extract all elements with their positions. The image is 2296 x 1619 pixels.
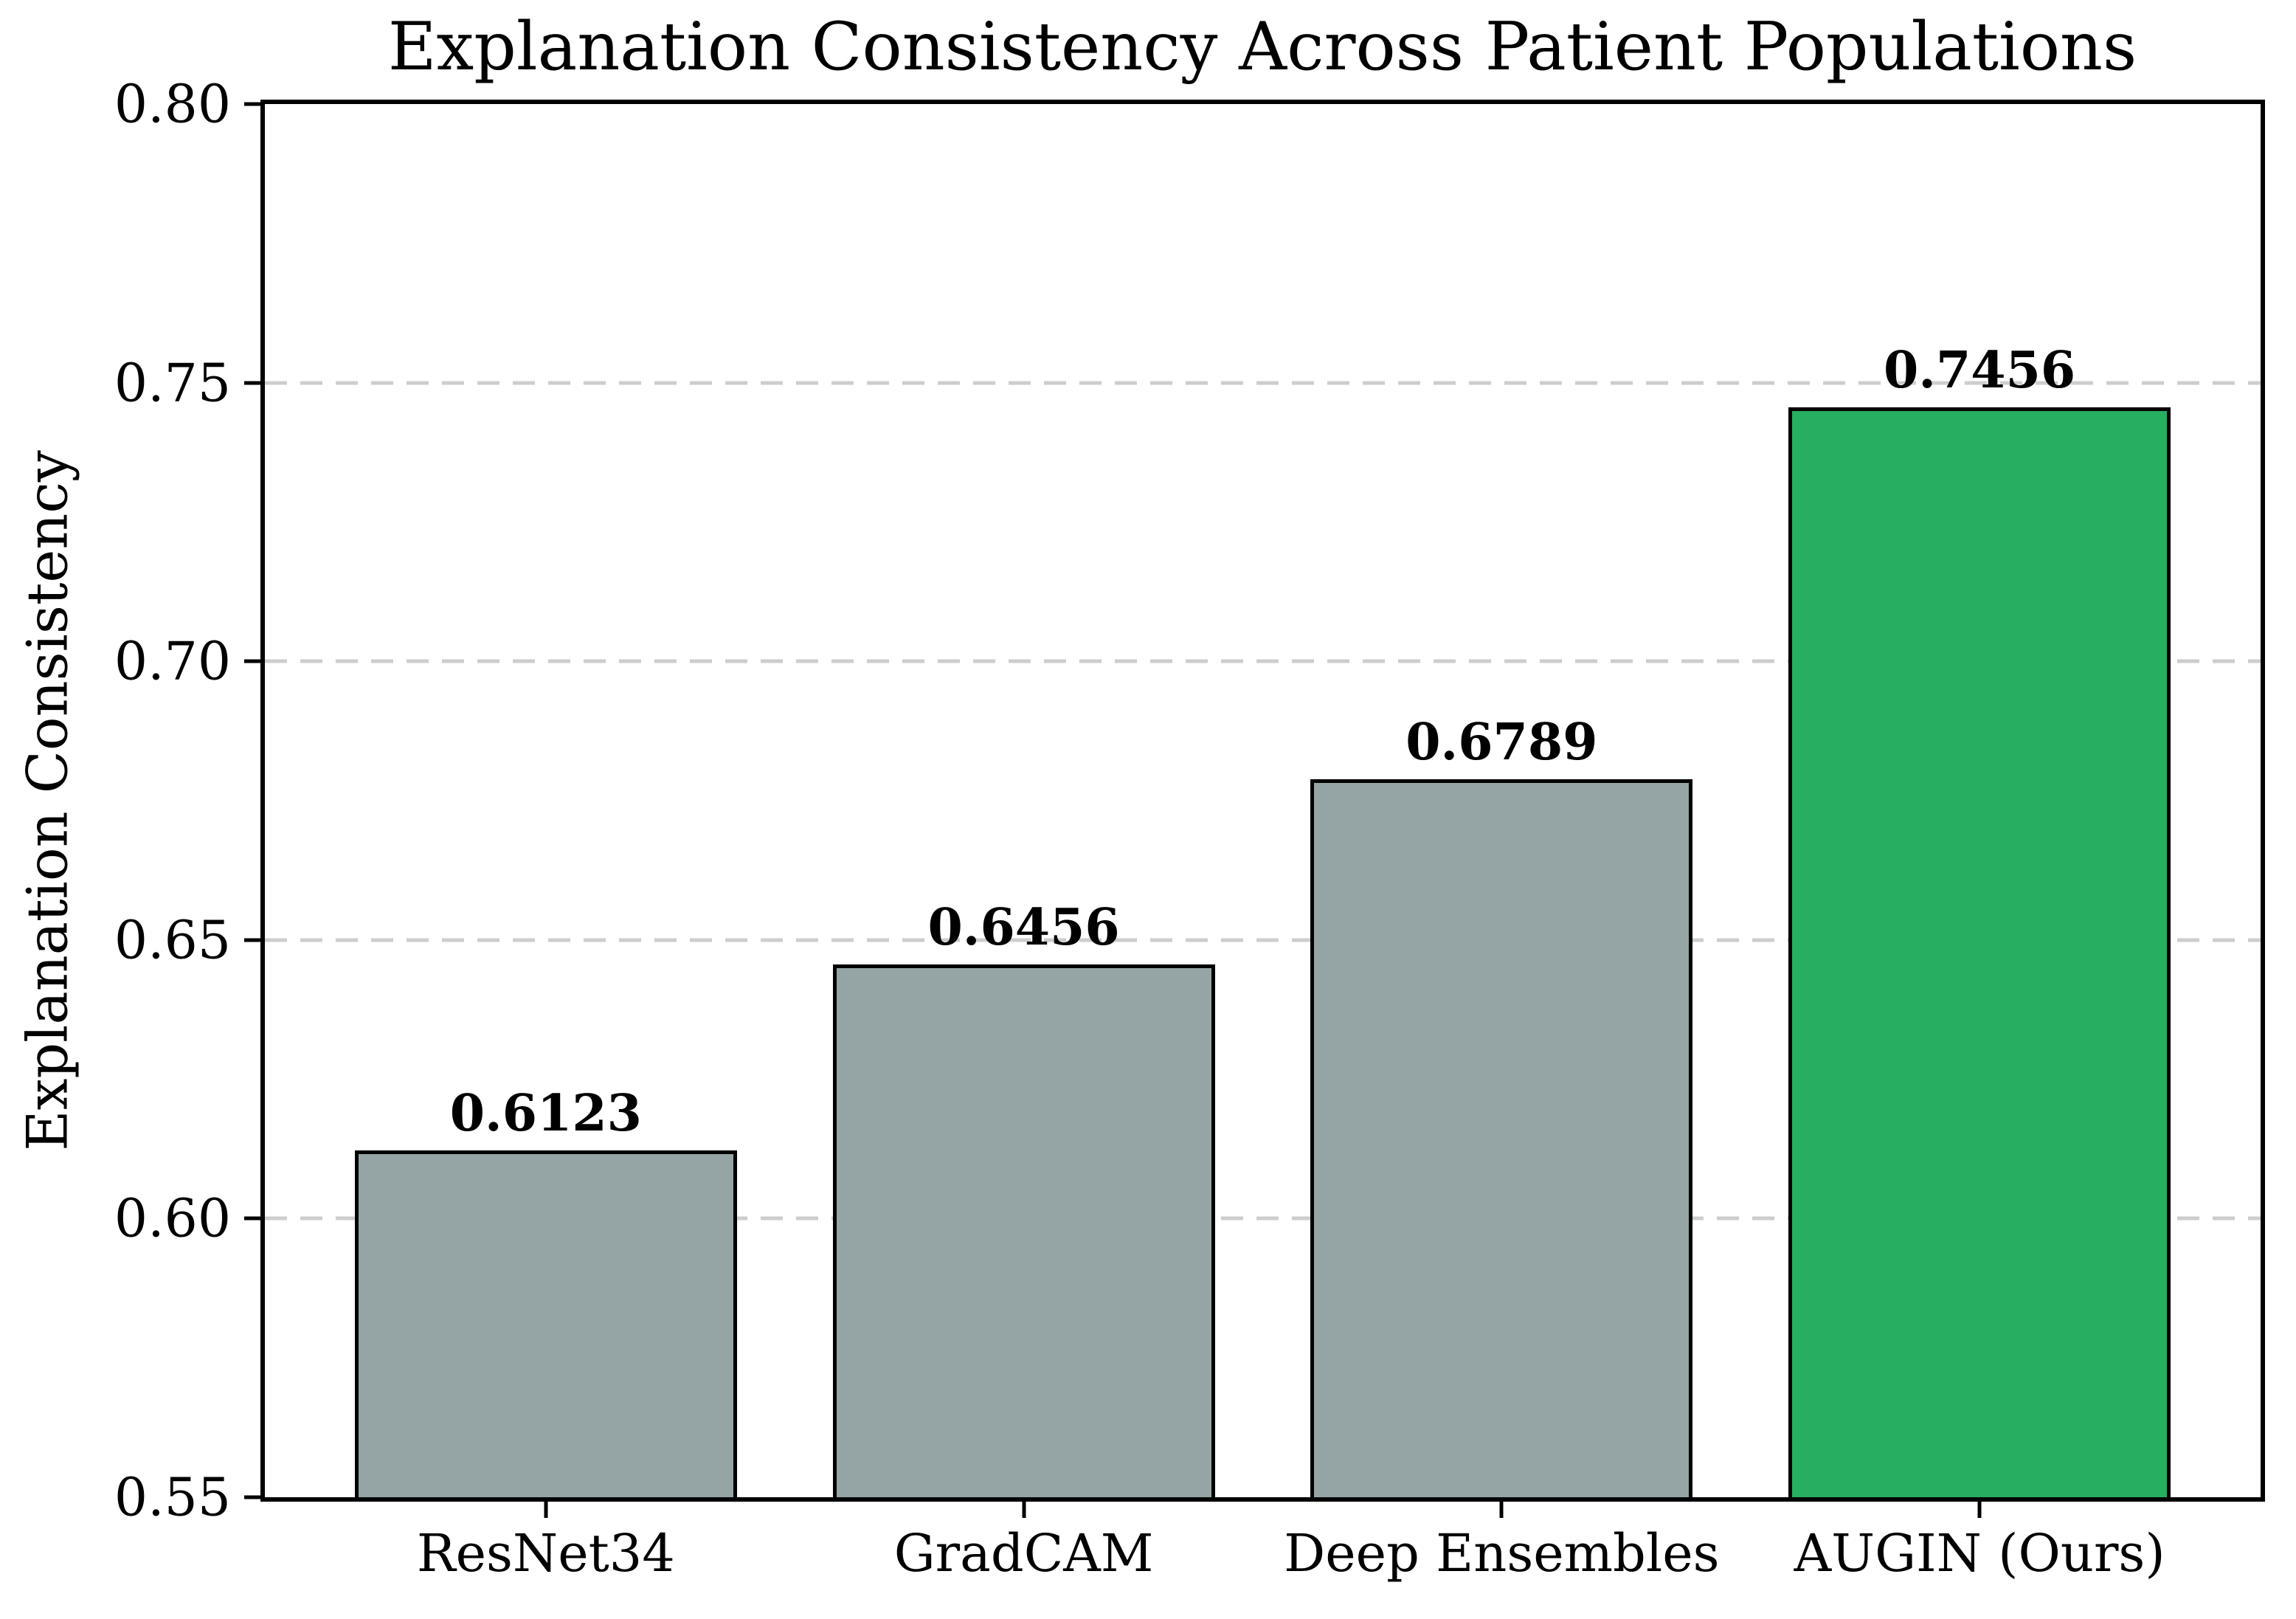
bar-group: 0.6789 bbox=[1310, 104, 1693, 1497]
x-tick-mark bbox=[1977, 1502, 1982, 1518]
y-axis-label: Explanation Consistency bbox=[14, 450, 80, 1151]
bar-value-label: 0.6123 bbox=[449, 1083, 642, 1143]
y-tick-label: 0.75 bbox=[114, 352, 231, 414]
bar-value-label: 0.6456 bbox=[927, 898, 1120, 958]
y-tick-mark bbox=[244, 1216, 260, 1221]
plot-area: 0.6123 0.6456 0.6789 0.7456 0.55 0.60 0.65 0.7… bbox=[114, 78, 2265, 1582]
x-tick-label: GradCAM bbox=[893, 1523, 1154, 1584]
y-tick-label: 0.65 bbox=[114, 909, 231, 971]
x-tick-label: ResNet34 bbox=[416, 1523, 675, 1584]
bar-group: 0.7456 bbox=[1788, 104, 2171, 1497]
y-tick-mark bbox=[244, 938, 260, 942]
y-tick-mark bbox=[244, 102, 260, 106]
bar-group: 0.6123 bbox=[354, 104, 737, 1497]
chart-title: Explanation Consistency Across Patient P… bbox=[387, 8, 2137, 86]
y-tick-mark bbox=[244, 1495, 260, 1499]
x-tick-mark bbox=[544, 1502, 548, 1518]
gridline bbox=[265, 381, 2261, 385]
bar-deep-ensembles bbox=[1310, 779, 1693, 1497]
gridline bbox=[265, 938, 2261, 942]
x-tick-label: Deep Ensembles bbox=[1284, 1523, 1720, 1584]
bar-value-label: 0.7456 bbox=[1883, 340, 2076, 400]
x-tick-mark bbox=[1022, 1502, 1026, 1518]
gridline bbox=[265, 1216, 2261, 1221]
gridline bbox=[265, 659, 2261, 663]
bar-resnet34 bbox=[354, 1150, 737, 1497]
y-tick-mark bbox=[244, 381, 260, 385]
bar-gradcam bbox=[832, 964, 1215, 1497]
x-tick-label: AUGIN (Ours) bbox=[1794, 1523, 2165, 1584]
y-tick-label: 0.70 bbox=[114, 630, 231, 692]
bar-value-label: 0.6789 bbox=[1405, 712, 1598, 772]
y-tick-label: 0.80 bbox=[114, 73, 231, 135]
bar-group: 0.6456 bbox=[832, 104, 1215, 1497]
y-tick-mark bbox=[244, 659, 260, 663]
bar-augin-ours bbox=[1788, 407, 2171, 1497]
x-tick-mark bbox=[1499, 1502, 1504, 1518]
y-tick-label: 0.55 bbox=[114, 1466, 231, 1528]
y-tick-label: 0.60 bbox=[114, 1187, 231, 1249]
